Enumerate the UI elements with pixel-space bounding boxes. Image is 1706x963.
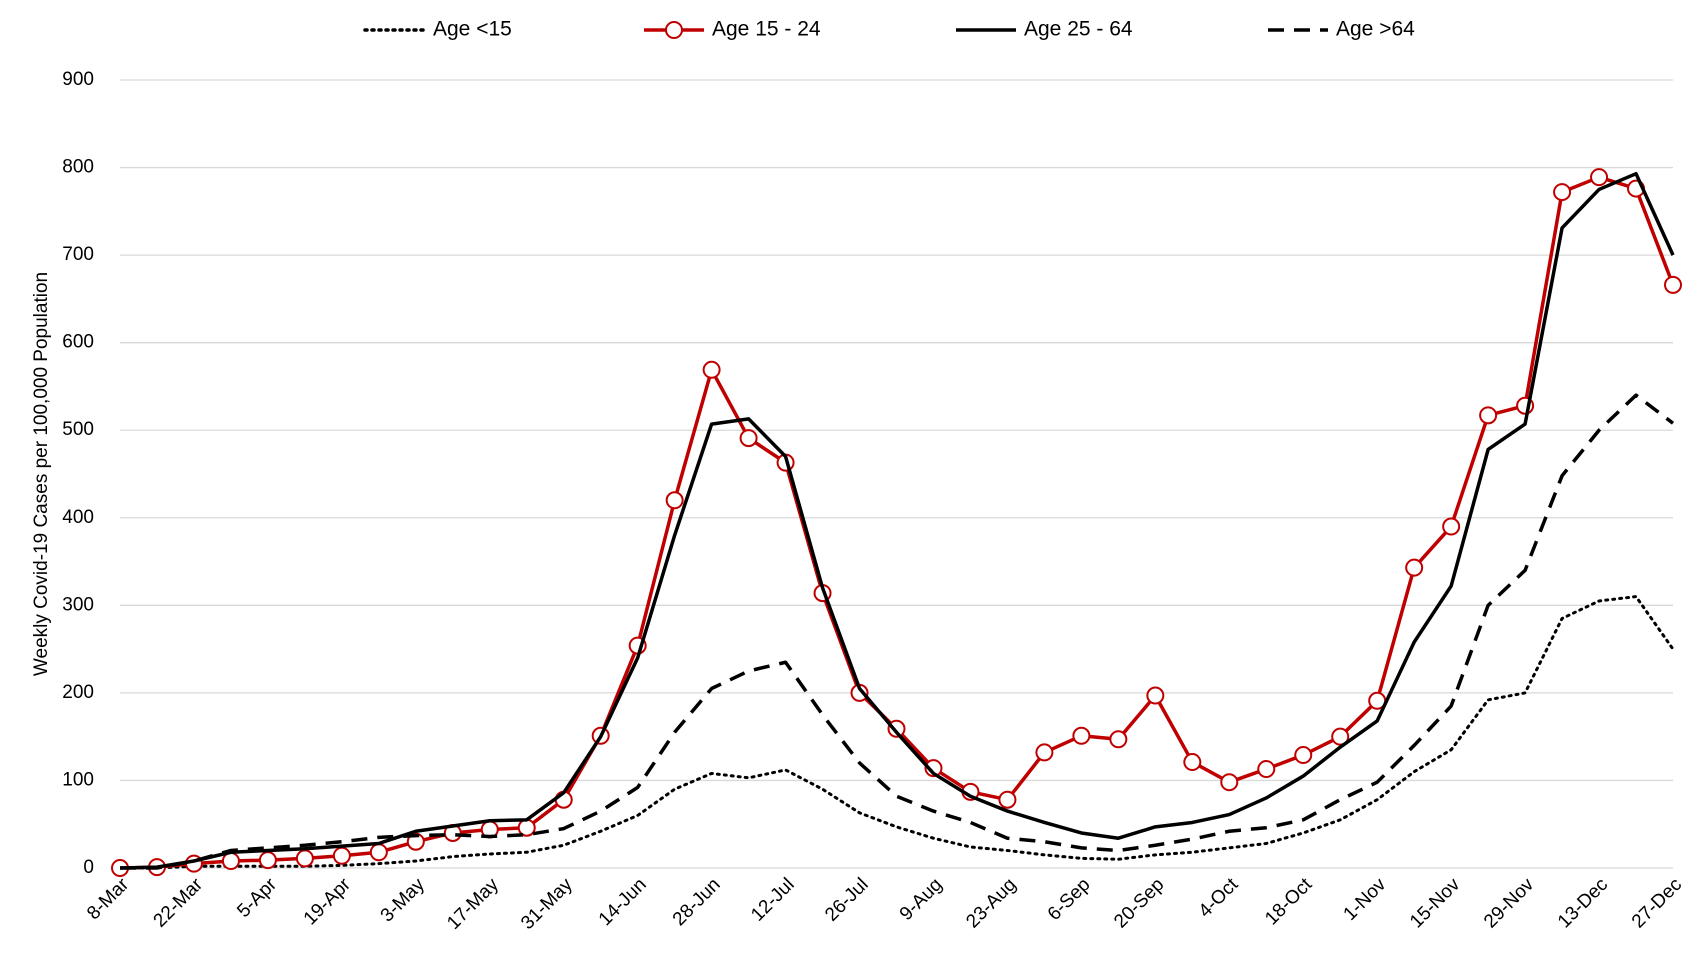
x-tick-label: 28-Jun [669,874,725,930]
series-line [120,393,1675,870]
series-line [119,175,1675,870]
data-point [258,851,277,870]
legend-label: Age 25 - 64 [1024,18,1133,41]
data-point [1220,773,1239,792]
x-tick-label: 1-Nov [1340,874,1391,925]
data-point [1590,168,1609,187]
data-point [924,759,943,778]
series-line [119,171,1675,870]
data-point [1553,183,1572,202]
data-point [1664,275,1682,294]
data-point [332,846,351,865]
y-tick-label: 0 [83,857,94,878]
x-tick-label: 12-Jul [747,874,798,925]
series-line [118,595,1675,870]
x-tick-label: 18-Oct [1261,874,1317,930]
x-tick-label: 22-Mar [150,874,208,932]
y-tick-label: 600 [62,332,94,353]
data-point [702,360,721,379]
y-tick-label: 400 [62,507,94,528]
x-tick-label: 4-Oct [1195,874,1243,922]
x-tick-label: 23-Aug [962,874,1020,932]
y-tick-label: 100 [62,769,94,790]
x-tick-label: 8-Mar [83,874,133,924]
x-tick-label: 5-Apr [233,874,281,922]
data-point [1257,760,1276,779]
x-tick-label: 14-Jun [595,874,651,930]
y-tick-label: 700 [62,244,94,265]
data-point [1442,517,1461,536]
y-tick-label: 800 [62,157,94,178]
x-tick-label: 15-Nov [1406,874,1465,933]
legend-marker [665,21,683,39]
y-tick-label: 500 [62,419,94,440]
x-tick-label: 26-Jul [821,874,872,925]
data-point [1183,753,1202,772]
data-point [1405,558,1424,577]
data-point [1294,746,1313,765]
x-tick-label: 3-May [377,874,430,927]
data-point [739,429,758,448]
x-tick-label: 29-Nov [1480,874,1539,933]
data-point [369,843,388,862]
y-tick-label: 900 [62,69,94,90]
x-tick-label: 13-Dec [1554,874,1612,932]
x-tick-label: 17-May [443,874,503,934]
data-point [998,790,1017,809]
x-tick-label: 19-Apr [300,874,356,930]
x-tick-label: 9-Aug [896,874,947,925]
y-axis-label: Weekly Covid-19 Cases per 100,000 Popula… [31,272,52,676]
data-point [1072,726,1091,745]
data-point [665,491,684,510]
data-point [1035,743,1054,762]
y-tick-label: 200 [62,682,94,703]
data-point [406,832,425,851]
legend: Age <15 Age 15 - 24 Age 25 - 64 Age >64 [363,18,1415,41]
y-tick-label: 300 [62,594,94,615]
data-point [1146,686,1165,705]
data-point [295,849,314,868]
x-tick-label: 20-Sep [1110,874,1168,932]
data-point [887,719,906,738]
data-point [221,851,240,870]
data-point [1479,406,1498,425]
data-point [1331,727,1350,746]
x-tick-label: 31-May [517,874,577,934]
x-tick-label: 27-Dec [1628,874,1686,932]
legend-label: Age 15 - 24 [712,18,821,41]
x-tick-label: 6-Sep [1044,874,1095,925]
data-point [1109,730,1128,749]
legend-label: Age >64 [1336,18,1415,41]
legend-label: Age <15 [433,18,512,41]
